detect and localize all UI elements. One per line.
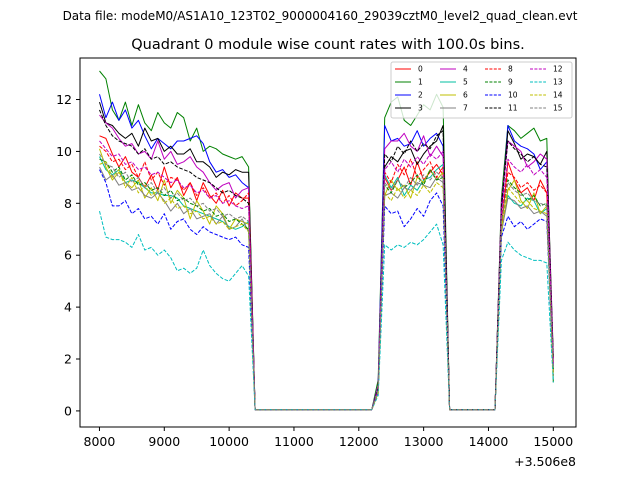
- legend-label-8: 8: [508, 65, 513, 74]
- x-tick-label: 15000: [533, 434, 573, 449]
- legend-label-12: 12: [553, 65, 563, 74]
- y-tick-label: 0: [64, 403, 72, 418]
- y-tick-label: 2: [64, 352, 72, 367]
- y-tick-label: 8: [64, 196, 72, 211]
- y-tick-label: 10: [56, 144, 72, 159]
- x-tick-label: 14000: [469, 434, 509, 449]
- legend-label-13: 13: [553, 78, 563, 87]
- legend-label-5: 5: [463, 78, 468, 87]
- series-line-15: [99, 153, 554, 411]
- y-axis: 0 2 4 6 8 10 12: [56, 92, 80, 418]
- chart-title: Quadrant 0 module wise count rates with …: [131, 37, 525, 53]
- legend-label-9: 9: [508, 78, 513, 87]
- x-tick-label: 13000: [404, 434, 444, 449]
- x-tick-label: 9000: [148, 434, 180, 449]
- legend-label-7: 7: [463, 104, 468, 113]
- legend-label-15: 15: [553, 104, 563, 113]
- y-tick-label: 6: [64, 248, 72, 263]
- y-tick-label: 12: [56, 92, 72, 107]
- x-tick-label: 8000: [84, 434, 116, 449]
- x-tick-label: 11000: [274, 434, 314, 449]
- legend-label-4: 4: [463, 65, 468, 74]
- x-tick-label: 12000: [339, 434, 379, 449]
- legend-label-0: 0: [418, 65, 423, 74]
- legend-frame: [390, 61, 573, 119]
- legend-label-2: 2: [418, 91, 423, 100]
- legend-label-11: 11: [508, 104, 518, 113]
- series-line-12: [99, 140, 554, 411]
- x-tick-label: 10000: [209, 434, 249, 449]
- legend-label-14: 14: [553, 91, 563, 100]
- axes-frame: [79, 57, 577, 428]
- y-tick-label: 4: [64, 300, 72, 315]
- x-axis: 8000 9000 10000 11000 12000 13000 14000 15000: [84, 427, 573, 449]
- legend-label-1: 1: [418, 78, 423, 87]
- plot-area: 8000 9000 10000 11000 12000 13000 14000 15000 0…: [56, 57, 577, 469]
- legend-label-3: 3: [418, 104, 423, 113]
- legend-label-10: 10: [508, 91, 518, 100]
- suptitle: Data file: modeM0/AS1A10_123T02_90000041…: [63, 9, 578, 23]
- legend-label-6: 6: [463, 91, 468, 100]
- series-group: [99, 70, 554, 411]
- x-offset-label: +3.506e8: [514, 454, 576, 469]
